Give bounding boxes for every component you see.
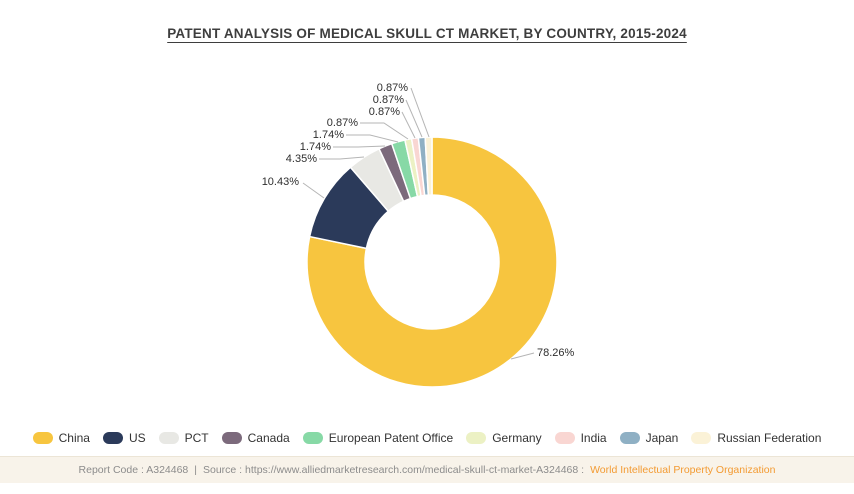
legend-label-canada: Canada: [247, 431, 290, 445]
legend-label-germany: Germany: [492, 431, 542, 445]
leader-lines: [302, 87, 535, 360]
pct-label-us: 10.43%: [261, 176, 299, 188]
legend-item-india[interactable]: India: [554, 431, 607, 445]
leader-line-japan: [405, 99, 423, 138]
legend-item-china[interactable]: China: [32, 431, 90, 445]
pct-label-india: 0.87%: [368, 106, 400, 118]
footer-organization: World Intellectual Property Organization: [590, 464, 776, 476]
pct-label-canada: 1.74%: [299, 141, 331, 153]
legend-swatch-us: [102, 432, 123, 444]
legend-swatch-russian-federation: [691, 432, 712, 444]
leader-line-china: [510, 352, 535, 360]
leader-line-european-patent-office: [346, 134, 399, 143]
pie-slice-russian-federation[interactable]: [424, 136, 433, 196]
pct-label-european-patent-office: 1.74%: [312, 129, 344, 141]
footer-separator: |: [194, 464, 197, 476]
footer-report-code: Report Code : A324468: [78, 464, 189, 476]
donut-slices: [306, 136, 558, 388]
chart-legend: China US PCT Canada European Patent Office Ge…: [0, 429, 854, 447]
legend-label-china: China: [58, 431, 90, 445]
legend-swatch-germany: [466, 432, 487, 444]
leader-line-canada: [333, 145, 386, 148]
leader-line-pct: [319, 156, 365, 160]
pie-slice-china[interactable]: [306, 136, 558, 388]
pct-label-japan: 0.87%: [372, 94, 404, 106]
legend-label-us: US: [128, 431, 146, 445]
leader-line-india: [401, 111, 416, 139]
legend-swatch-european-patent-office: [302, 432, 323, 444]
legend-item-pct[interactable]: PCT: [158, 431, 209, 445]
leader-line-russian-federation: [410, 87, 430, 138]
chart-title: PATENT ANALYSIS OF MEDICAL SKULL CT MARK…: [167, 26, 687, 41]
legend-swatch-india: [554, 432, 575, 444]
pct-label-pct: 4.35%: [285, 153, 317, 165]
legend-label-russian-federation: Russian Federation: [717, 431, 822, 445]
pct-label-germany: 0.87%: [326, 117, 358, 129]
footer-source: Source : https://www.alliedmarketresearc…: [203, 464, 585, 476]
pct-label-china: 78.26%: [537, 347, 575, 359]
legend-item-japan[interactable]: Japan: [619, 431, 679, 445]
legend-label-pct: PCT: [184, 431, 209, 445]
footer: Report Code : A324468 | Source : https:/…: [0, 456, 854, 483]
legend-item-us[interactable]: US: [102, 431, 146, 445]
legend-label-japan: Japan: [645, 431, 679, 445]
legend-swatch-pct: [158, 432, 179, 444]
legend-swatch-china: [32, 432, 53, 444]
legend-label-european-patent-office: European Patent Office: [328, 431, 454, 445]
legend-item-canada[interactable]: Canada: [221, 431, 290, 445]
pct-label-russian-federation: 0.87%: [376, 82, 408, 94]
legend-swatch-canada: [221, 432, 242, 444]
leader-line-us: [302, 182, 325, 199]
legend-swatch-japan: [619, 432, 640, 444]
legend-item-russian-federation[interactable]: Russian Federation: [691, 431, 821, 445]
legend-item-european-patent-office[interactable]: European Patent Office: [302, 431, 454, 445]
legend-label-india: India: [580, 431, 607, 445]
leader-line-germany: [360, 122, 409, 140]
legend-item-germany[interactable]: Germany: [466, 431, 542, 445]
